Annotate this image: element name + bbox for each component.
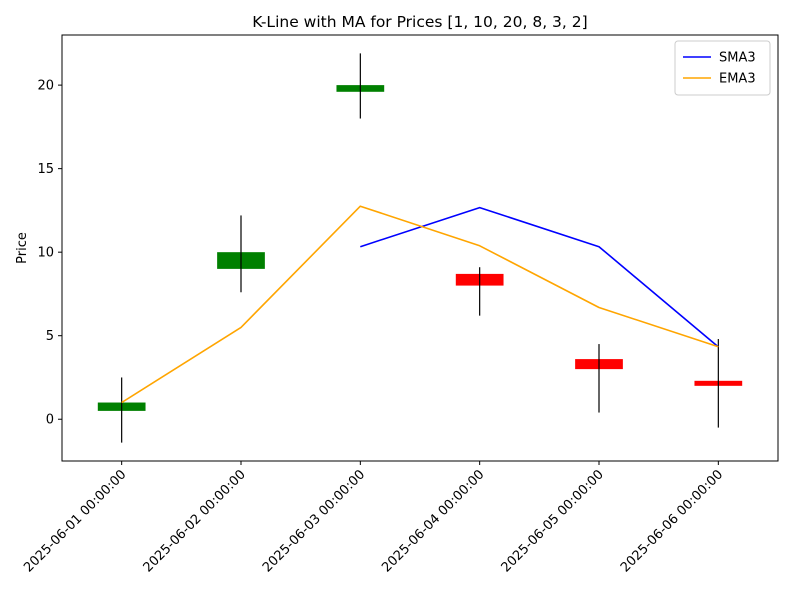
y-tick-label: 20 (37, 79, 54, 94)
y-tick-label: 10 (37, 246, 54, 261)
y-tick-label: 0 (46, 413, 54, 428)
chart-title: K-Line with MA for Prices [1, 10, 20, 8,… (252, 13, 587, 31)
plot-frame (61, 34, 779, 462)
series-line-sma3 (360, 206, 719, 348)
y-tick-label: 15 (37, 162, 54, 177)
legend-box (674, 40, 771, 96)
y-axis-label: Price (15, 232, 30, 264)
legend-label-sma3: SMA3 (719, 51, 756, 66)
y-tick-label: 5 (46, 329, 54, 344)
legend-label-ema3: EMA3 (719, 72, 756, 87)
series-line-ema3 (121, 205, 719, 404)
legend: SMA3 EMA3 (674, 40, 771, 96)
